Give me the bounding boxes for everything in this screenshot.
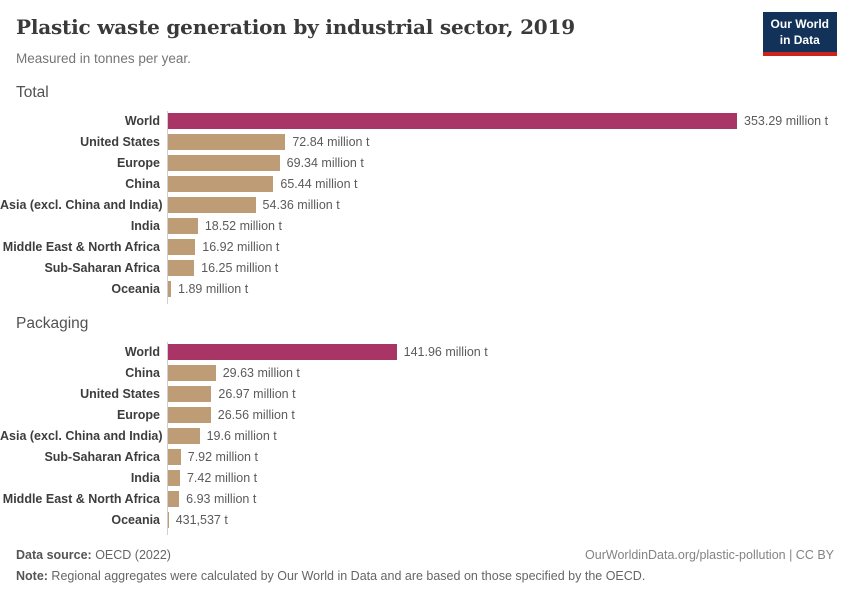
bar (168, 260, 195, 276)
bar (168, 344, 397, 360)
bar-category-label: World (124, 345, 160, 359)
bar-category-label: Asia (excl. China and India) (0, 198, 163, 212)
bar-row: Asia (excl. China and India) 19.6 millio… (0, 428, 850, 444)
bar-row: World 141.96 million t (0, 344, 850, 360)
bar (168, 386, 212, 402)
bar (168, 113, 737, 129)
bar (168, 176, 274, 192)
bar-category-label: China (125, 177, 160, 191)
bar-row: China 29.63 million t (0, 365, 850, 381)
bar (168, 155, 280, 171)
bar-row: China 65.44 million t (0, 176, 850, 192)
bar-value-label: 6.93 million t (186, 492, 257, 506)
bar (168, 449, 181, 465)
data-source-line: Data source: OECD (2022) (16, 548, 171, 562)
bar-row: United States 72.84 million t (0, 134, 850, 150)
bar-value-label: 141.96 million t (403, 345, 488, 359)
note-value: Regional aggregates were calculated by O… (47, 569, 646, 583)
bar-row: Oceania 431,537 t (0, 512, 850, 528)
bar-value-label: 72.84 million t (292, 135, 370, 149)
bar-category-label: Oceania (111, 282, 160, 296)
bar-value-label: 16.92 million t (202, 240, 280, 254)
bar-value-label: 54.36 million t (262, 198, 340, 212)
bar-value-label: 1.89 million t (178, 282, 249, 296)
bar-value-label: 16.25 million t (201, 261, 279, 275)
bar-category-label: Europe (116, 408, 160, 422)
bar-value-label: 19.6 million t (206, 429, 277, 443)
owid-logo-line2: in Data (779, 32, 820, 47)
bar (168, 239, 196, 255)
section-heading-total: Total (16, 84, 49, 101)
section-heading-packaging: Packaging (16, 315, 89, 332)
bar-category-label: Middle East & North Africa (2, 492, 160, 506)
owid-logo: Our World in Data (762, 12, 837, 57)
bar (168, 470, 180, 486)
bar-row: Middle East & North Africa 6.93 million … (0, 491, 850, 507)
bar-category-label: India (130, 471, 160, 485)
bar-row: United States 26.97 million t (0, 386, 850, 402)
bar-category-label: United States (80, 135, 160, 149)
bar (168, 197, 256, 213)
bar-row: Europe 26.56 million t (0, 407, 850, 423)
bar-row: India 18.52 million t (0, 218, 850, 234)
bar-category-label: World (124, 114, 160, 128)
owid-logo-line1: Our World (770, 17, 829, 31)
bar-value-label: 7.92 million t (187, 450, 258, 464)
bar-row: Sub-Saharan Africa 16.25 million t (0, 260, 850, 276)
bar (168, 218, 198, 234)
bar-value-label: 65.44 million t (280, 177, 358, 191)
data-source-label: Data source: (16, 548, 92, 562)
bar-value-label: 26.97 million t (218, 387, 296, 401)
y-axis-line (167, 342, 168, 535)
bar-row: India 7.42 million t (0, 470, 850, 486)
bar-value-label: 353.29 million t (744, 114, 829, 128)
note-label: Note: (16, 569, 48, 583)
bar-category-label: Europe (116, 156, 160, 170)
bar-category-label: Oceania (111, 513, 160, 527)
bar-value-label: 29.63 million t (222, 366, 300, 380)
bar-row: Asia (excl. China and India) 54.36 milli… (0, 197, 850, 213)
chart-subtitle: Measured in tonnes per year. (16, 51, 191, 66)
bar-category-label: Asia (excl. China and India) (0, 429, 163, 443)
bar-category-label: Middle East & North Africa (2, 240, 160, 254)
bar (168, 428, 200, 444)
bar-row: Middle East & North Africa 16.92 million… (0, 239, 850, 255)
bar-value-label: 18.52 million t (204, 219, 282, 233)
bar-row: World 353.29 million t (0, 113, 850, 129)
bar (168, 407, 211, 423)
bar (168, 365, 216, 381)
bar-value-label: 69.34 million t (286, 156, 364, 170)
bar-category-label: India (130, 219, 160, 233)
bar-row: Europe 69.34 million t (0, 155, 850, 171)
bar (168, 512, 169, 528)
bar-category-label: China (125, 366, 160, 380)
bar-rows-packaging: World 141.96 million t China 29.63 milli… (0, 342, 850, 535)
bar-value-label: 7.42 million t (186, 471, 258, 485)
y-axis-line (167, 111, 168, 304)
bar-row: Oceania 1.89 million t (0, 281, 850, 297)
bar-category-label: Sub-Saharan Africa (44, 450, 160, 464)
bar-category-label: Sub-Saharan Africa (44, 261, 160, 275)
footer-note: Note: Regional aggregates were calculate… (16, 569, 645, 583)
page-title: Plastic waste generation by industrial s… (16, 15, 575, 39)
bar-value-label: 431,537 t (175, 513, 228, 527)
bar-row: Sub-Saharan Africa 7.92 million t (0, 449, 850, 465)
bar-category-label: United States (80, 387, 160, 401)
data-source-value: OECD (2022) (91, 548, 171, 562)
bar-value-label: 26.56 million t (217, 408, 295, 422)
bar (168, 281, 172, 297)
license-link[interactable]: OurWorldinData.org/plastic-pollution | C… (585, 548, 834, 562)
bar (168, 491, 180, 507)
bar-rows-total: World 353.29 million t United States 72.… (0, 111, 850, 304)
bar (168, 134, 286, 150)
